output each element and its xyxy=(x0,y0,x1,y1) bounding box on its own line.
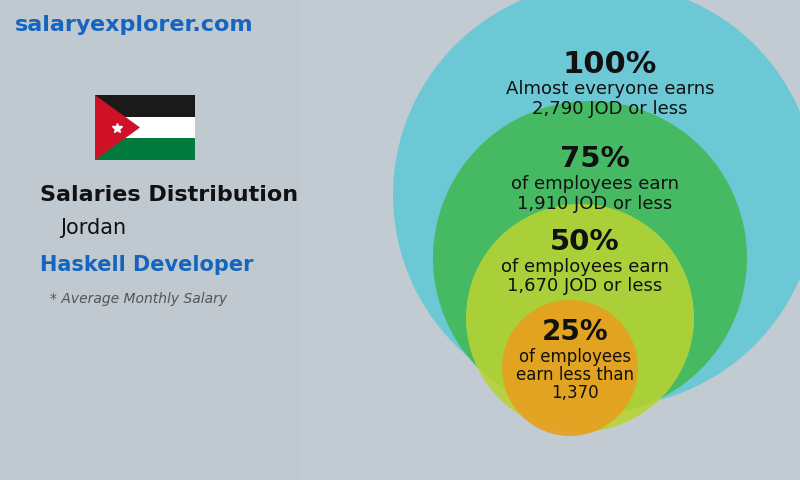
Text: earn less than: earn less than xyxy=(516,366,634,384)
Text: Salaries Distribution: Salaries Distribution xyxy=(40,185,298,205)
Text: 100%: 100% xyxy=(563,50,657,79)
Text: Haskell Developer: Haskell Developer xyxy=(40,255,254,275)
Text: Jordan: Jordan xyxy=(60,218,126,238)
Text: 25%: 25% xyxy=(542,318,608,346)
Circle shape xyxy=(433,101,747,415)
Bar xyxy=(95,95,195,117)
Circle shape xyxy=(466,204,694,432)
Text: * Average Monthly Salary: * Average Monthly Salary xyxy=(50,292,227,306)
Text: of employees: of employees xyxy=(519,348,631,366)
Text: salary: salary xyxy=(15,15,91,35)
Text: of employees earn: of employees earn xyxy=(511,175,679,193)
Text: 1,670 JOD or less: 1,670 JOD or less xyxy=(507,277,662,295)
Polygon shape xyxy=(95,95,140,160)
Text: 1,910 JOD or less: 1,910 JOD or less xyxy=(518,195,673,213)
Text: explorer.com: explorer.com xyxy=(90,15,253,35)
Bar xyxy=(300,0,800,480)
Text: 1,370: 1,370 xyxy=(551,384,599,402)
Text: 2,790 JOD or less: 2,790 JOD or less xyxy=(532,100,688,118)
Bar xyxy=(95,117,195,138)
Text: Almost everyone earns: Almost everyone earns xyxy=(506,80,714,98)
Text: 50%: 50% xyxy=(550,228,620,256)
Text: of employees earn: of employees earn xyxy=(501,258,669,276)
Bar xyxy=(95,138,195,160)
Text: 75%: 75% xyxy=(560,145,630,173)
Circle shape xyxy=(502,300,638,436)
Circle shape xyxy=(393,0,800,407)
